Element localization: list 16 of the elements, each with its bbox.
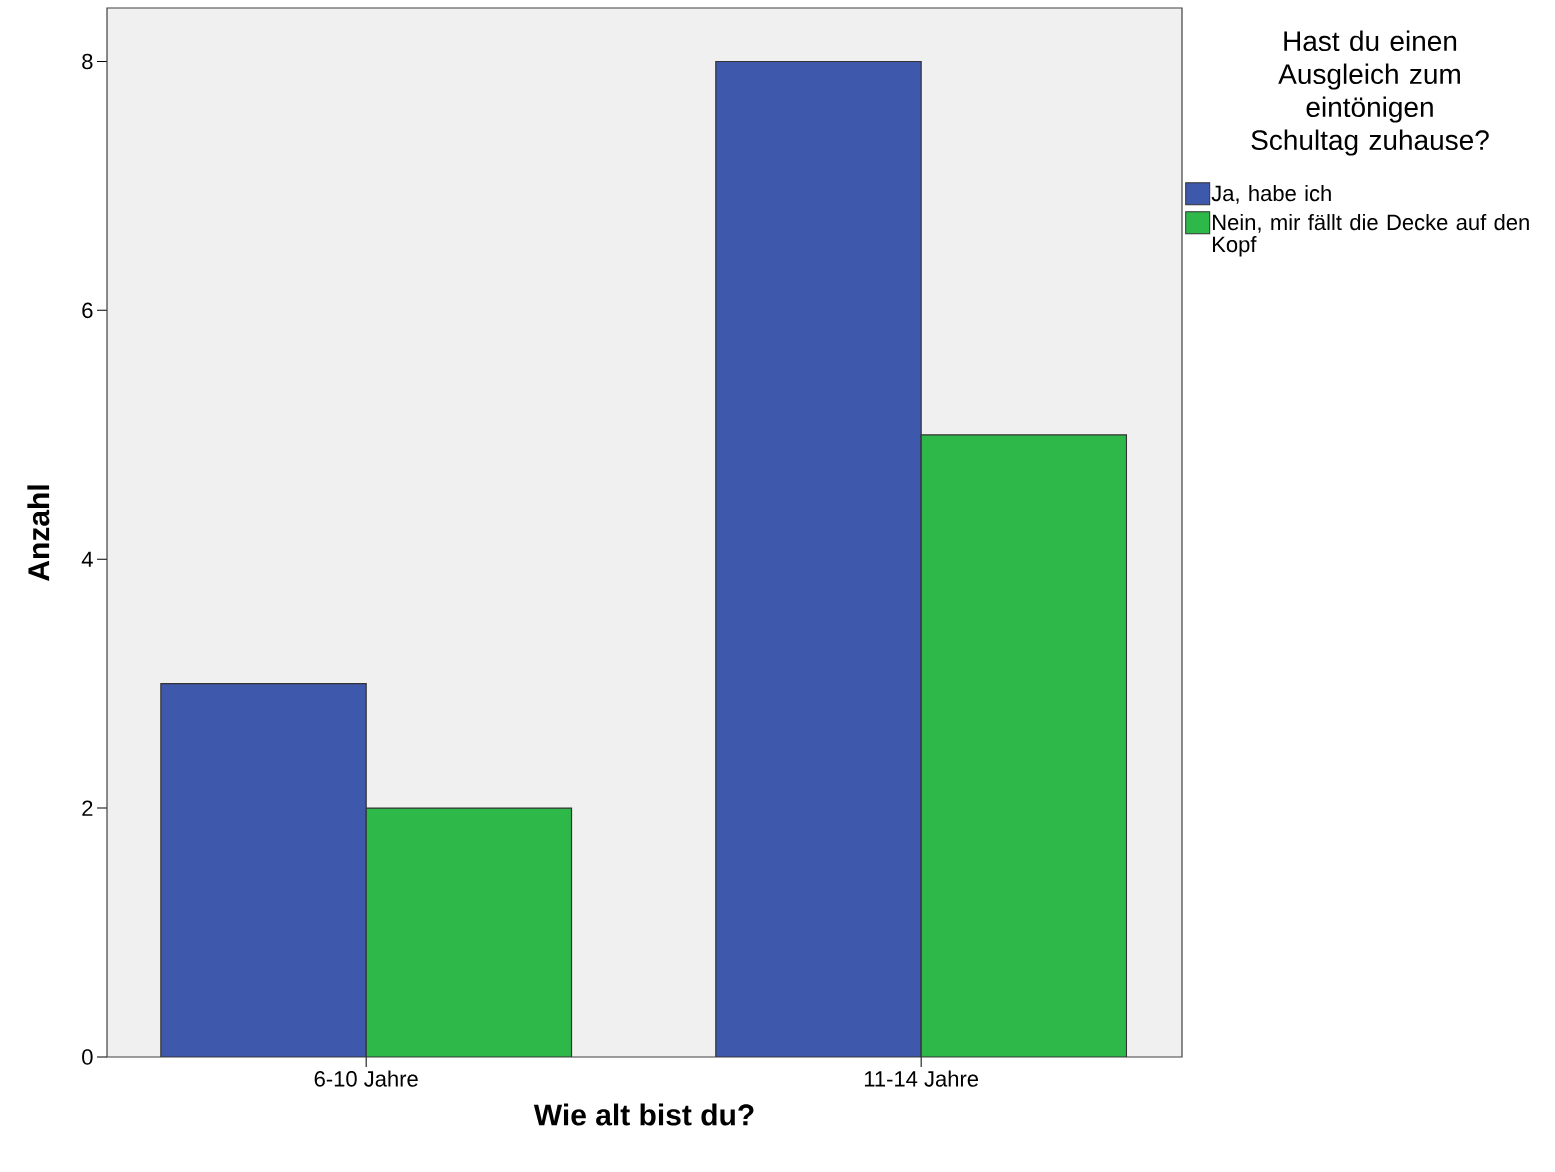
legend-label: Nein, mir fällt die Decke auf den Kopf bbox=[1213, 214, 1529, 257]
y-tick-label: 2 bbox=[82, 800, 93, 816]
x-tick-label: 11-14 Jahre bbox=[864, 1070, 979, 1087]
y-tick-label: 0 bbox=[82, 1049, 93, 1065]
y-tick-label: 4 bbox=[81, 551, 93, 567]
y-axis-title: Anzahl bbox=[27, 485, 50, 581]
x-axis-title: Wie alt bist du? bbox=[533, 1103, 754, 1126]
bar bbox=[715, 60, 922, 1057]
bar bbox=[920, 434, 1128, 1057]
x-tick-label: 6-10 Jahre bbox=[314, 1070, 418, 1087]
y-tick-label: 6 bbox=[82, 302, 93, 319]
bar bbox=[365, 807, 573, 1057]
y-tick-label: 8 bbox=[82, 53, 93, 70]
bar bbox=[160, 683, 367, 1057]
legend-title: Hast du einen Ausgleich zum eintönigen Schultag zuhause? bbox=[1251, 30, 1489, 156]
legend-label: Ja, habe ich bbox=[1211, 185, 1331, 204]
